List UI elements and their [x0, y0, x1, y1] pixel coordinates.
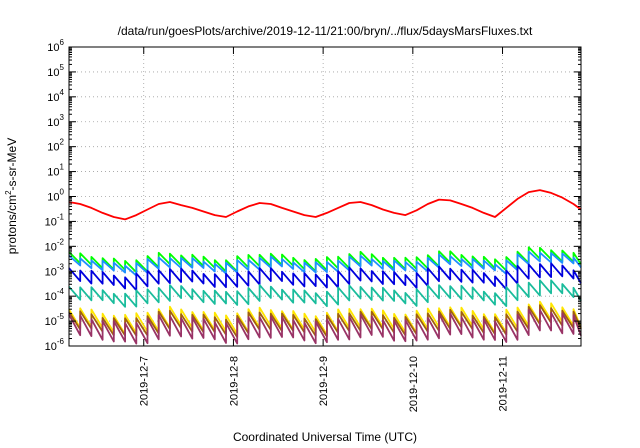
y-tick-label: 101 [47, 163, 64, 179]
y-tick-label: 105 [47, 63, 64, 79]
y-axis-label-prefix: protons/cm [5, 195, 19, 254]
y-tick-label: 106 [47, 38, 64, 54]
y-tick-label: 10-3 [45, 262, 65, 278]
y-tick-label: 10-4 [45, 287, 65, 303]
y-axis-label-suffix: -s-sr-MeV [5, 138, 19, 191]
y-tick-label: 103 [47, 113, 64, 129]
x-axis-label: Coordinated Universal Time (UTC) [233, 430, 417, 444]
y-axis-label-sup: 2 [4, 190, 13, 195]
x-tick-labels: 2019-12-7 2019-12-8 2019-12-9 2019-12-10 201… [139, 356, 510, 412]
y-axis-label: protons/cm2-s-sr-MeV [4, 138, 19, 254]
series-line [68, 189, 582, 221]
series-line [68, 246, 582, 274]
chart-title: /data/run/goesPlots/archive/2019-12-11/2… [118, 24, 533, 38]
x-tick-label: 2019-12-9 [318, 356, 330, 406]
y-tick-label: 10-5 [45, 312, 65, 328]
y-tick-label: 10-6 [45, 337, 65, 353]
series-line [68, 262, 582, 292]
y-tick-label: 10-2 [45, 237, 65, 253]
x-tick-label: 2019-12-8 [228, 356, 240, 406]
grid [69, 47, 581, 346]
x-tick-label: 2019-12-10 [408, 356, 420, 412]
x-tick-label: 2019-12-7 [139, 356, 151, 406]
series-line [68, 279, 582, 308]
series-line [68, 250, 582, 277]
ticks [69, 46, 581, 347]
series-line [68, 308, 582, 345]
y-tick-label: 100 [47, 188, 64, 204]
y-tick-labels: 106 105 104 103 102 101 100 10-1 10-2 10-3 10-4 10-… [45, 38, 65, 353]
y-tick-label: 104 [47, 88, 64, 104]
series-group [68, 189, 582, 345]
x-tick-label: 2019-12-11 [498, 356, 510, 411]
y-tick-label: 102 [47, 138, 64, 154]
y-tick-label: 10-1 [45, 212, 65, 228]
